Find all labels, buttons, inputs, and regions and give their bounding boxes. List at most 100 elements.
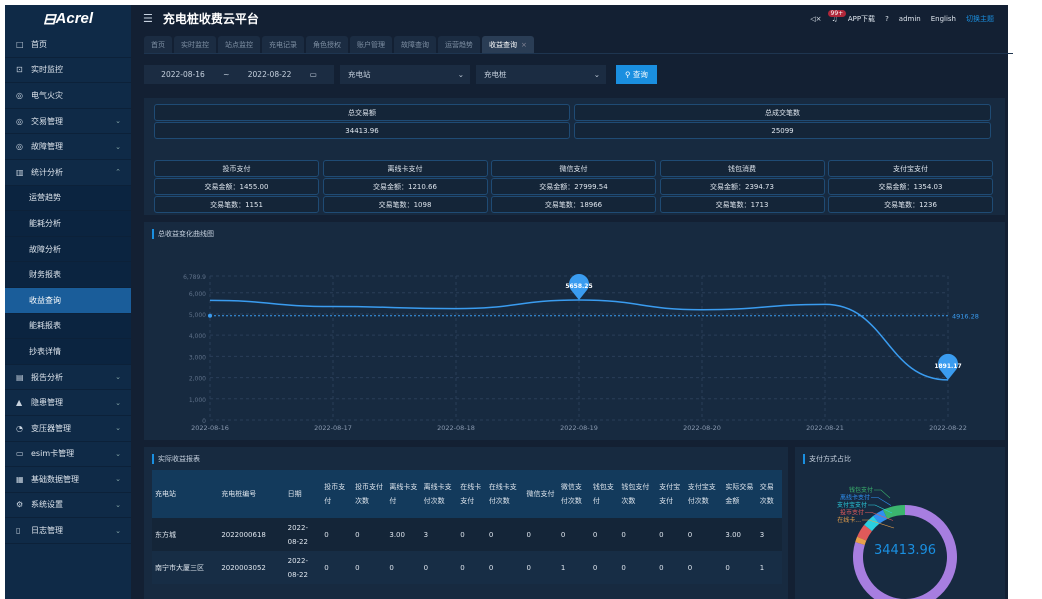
tab[interactable]: 故障查询 bbox=[394, 36, 436, 53]
sidebar-item[interactable]: 财务报表 bbox=[5, 262, 131, 288]
y-tick-label: 5,000 bbox=[189, 312, 206, 319]
table-cell: 东方城 bbox=[152, 518, 219, 551]
sidebar-item[interactable]: ⚙ 系统设置 ⌄ bbox=[5, 493, 131, 519]
tab[interactable]: 账户管理 bbox=[350, 36, 392, 53]
tab[interactable]: 运营趋势 bbox=[438, 36, 480, 53]
help-icon[interactable]: ? bbox=[885, 14, 889, 23]
sidebar-item[interactable]: ◔ 变压器管理 ⌄ bbox=[5, 416, 131, 442]
table-cell: 0 bbox=[722, 551, 757, 584]
top-bar: ☰ 充电桩收费云平台 ◁× ♫ 99+ APP下载 ? admin English… bbox=[131, 5, 1008, 32]
menu-icon: □ bbox=[16, 39, 24, 49]
y-tick-label: 3,000 bbox=[189, 354, 206, 361]
total-count-label: 总成交笔数 bbox=[574, 104, 991, 121]
tab-label: 账户管理 bbox=[357, 40, 385, 49]
sidebar-item[interactable]: 收益查询 bbox=[5, 287, 131, 314]
sidebar-item-label: 抄表详情 bbox=[29, 346, 61, 356]
revenue-table-panel: 实际收益报表 充电站 充电桩编号 日期 投币支付 投币支付次数 离线卡支付 离线卡支付次数在… bbox=[144, 447, 788, 599]
sidebar-item-label: 故障分析 bbox=[29, 244, 61, 254]
table-row: 东方城 2022000618 2022-08-22 0 0 3.00 3 0 0 0 0 0 0 0 0 3.… bbox=[152, 518, 782, 551]
sidebar-item[interactable]: ▦ 基础数据管理 ⌄ bbox=[5, 467, 131, 493]
date-range-picker[interactable]: 2022-08-16 ~2022-08-22 ▭ bbox=[144, 65, 334, 84]
sidebar-item[interactable]: 抄表详情 bbox=[5, 339, 131, 365]
total-amount-label: 总交易额 bbox=[154, 104, 570, 121]
menu-icon: ⚙ bbox=[16, 500, 24, 510]
bell-icon[interactable]: ♫ 99+ bbox=[827, 9, 847, 23]
table-cell: 南宁市大厦三区 bbox=[152, 551, 219, 584]
donut-chart: 钱包支付离线卡支付支付宝支付投币支付在线卡... bbox=[837, 486, 957, 599]
tab-label: 首页 bbox=[151, 40, 165, 49]
date-separator: ~ bbox=[223, 70, 230, 79]
pie-title: 支付方式占比 bbox=[803, 454, 851, 464]
sidebar-item-label: 财务报表 bbox=[29, 270, 61, 280]
sidebar-item-label: 报告分析 bbox=[31, 372, 63, 382]
marker-pin bbox=[569, 274, 589, 300]
table-row: 南宁市大厦三区 2020003052 2022-08-22 0 0 0 0 0 0 0 1 0 0 0 0 0… bbox=[152, 551, 782, 584]
sidebar-item[interactable]: 能耗报表 bbox=[5, 313, 131, 340]
calendar-icon: ▭ bbox=[309, 70, 317, 79]
tab[interactable]: 站点监控 bbox=[218, 36, 260, 53]
pile-select[interactable]: 充电桩 ⌄ bbox=[476, 65, 606, 84]
method-count: 交易笔数：1098 bbox=[322, 196, 488, 213]
table-cell: 3 bbox=[756, 518, 782, 551]
pie-label-line bbox=[868, 504, 893, 514]
y-tick-label: 2,000 bbox=[189, 376, 206, 383]
method-amount: 交易金额：1455.00 bbox=[154, 178, 319, 195]
sidebar-item[interactable]: □ 首页 bbox=[5, 32, 131, 58]
tab[interactable]: 充电记录 bbox=[262, 36, 304, 53]
sidebar-item[interactable]: ◎ 故障管理 ⌄ bbox=[5, 134, 131, 160]
sidebar-item-label: 系统设置 bbox=[31, 500, 63, 510]
sidebar-item[interactable]: ▤ 报告分析 ⌄ bbox=[5, 365, 131, 391]
query-button[interactable]: ⚲ 查询 bbox=[616, 65, 657, 84]
sidebar-item[interactable]: ▥ 统计分析 ⌃ bbox=[5, 160, 131, 186]
chevron-down-icon: ⌄ bbox=[115, 475, 121, 484]
notification-badge: 99+ bbox=[827, 9, 847, 17]
x-tick-label: 2022-08-19 bbox=[560, 424, 598, 432]
sidebar-item[interactable]: ◎ 交易管理 ⌄ bbox=[5, 109, 131, 135]
sidebar-item[interactable]: 能耗分析 bbox=[5, 211, 131, 237]
table-cell: 2022000618 bbox=[218, 518, 285, 551]
tab[interactable]: 收益查询 × bbox=[482, 36, 534, 53]
column-header: 支付宝支付次数 bbox=[684, 470, 723, 518]
x-tick-label: 2022-08-18 bbox=[437, 424, 475, 432]
menu-icon: ◎ bbox=[16, 116, 23, 126]
sidebar-item-label: 变压器管理 bbox=[31, 423, 71, 433]
user-menu[interactable]: admin bbox=[898, 14, 921, 23]
y-tick-label: 1,000 bbox=[189, 397, 206, 404]
column-header: 交易次数 bbox=[756, 470, 782, 518]
theme-switch[interactable]: 切换主题 bbox=[966, 14, 994, 23]
table-cell: 0 bbox=[656, 518, 685, 551]
language-switch[interactable]: English bbox=[930, 14, 956, 23]
tab-label: 角色授权 bbox=[313, 40, 341, 49]
tab[interactable]: 实时监控 bbox=[174, 36, 216, 53]
table-cell: 0 bbox=[485, 518, 524, 551]
sidebar-item[interactable]: ▭ esim卡管理 ⌄ bbox=[5, 442, 131, 468]
app-download-link[interactable]: APP下载 bbox=[847, 14, 876, 23]
tab[interactable]: 角色授权 bbox=[306, 36, 348, 53]
sidebar-item[interactable]: ▲ 隐患管理 ⌄ bbox=[5, 390, 131, 416]
chevron-down-icon: ⌄ bbox=[457, 70, 464, 79]
sidebar-item[interactable]: ◎ 电气火灾 bbox=[5, 83, 131, 109]
chart-title: 总收益变化曲线图 bbox=[152, 229, 214, 239]
y-tick-label: 4,000 bbox=[189, 333, 206, 340]
close-icon[interactable]: × bbox=[521, 40, 527, 49]
station-select[interactable]: 充电站 ⌄ bbox=[340, 65, 470, 84]
method-name: 离线卡支付 bbox=[322, 160, 488, 177]
x-tick-label: 2022-08-16 bbox=[191, 424, 229, 432]
table-cell: 2022-08-22 bbox=[284, 551, 322, 584]
mute-icon[interactable]: ◁× bbox=[810, 14, 822, 23]
sidebar-item[interactable]: ▯ 日志管理 ⌄ bbox=[5, 518, 131, 544]
method-name: 支付宝支付 bbox=[828, 160, 993, 177]
sidebar-item-label: 能耗报表 bbox=[29, 321, 61, 331]
tab-label: 故障查询 bbox=[401, 40, 429, 49]
sidebar-item[interactable]: 运营趋势 bbox=[5, 185, 131, 212]
sidebar-item[interactable]: ⊡ 实时监控 bbox=[5, 58, 131, 84]
pie-label: 支付宝支付 bbox=[837, 501, 867, 509]
table-cell: 2020003052 bbox=[218, 551, 285, 584]
method-name: 微信支付 bbox=[491, 160, 656, 177]
total-amount-value: 34413.96 bbox=[154, 122, 570, 139]
table-cell: 3.00 bbox=[386, 518, 421, 551]
sidebar-item-label: 能耗分析 bbox=[29, 218, 61, 228]
menu-toggle-icon[interactable]: ☰ bbox=[143, 12, 153, 25]
sidebar-item[interactable]: 故障分析 bbox=[5, 236, 131, 263]
tab[interactable]: 首页 bbox=[144, 36, 172, 53]
